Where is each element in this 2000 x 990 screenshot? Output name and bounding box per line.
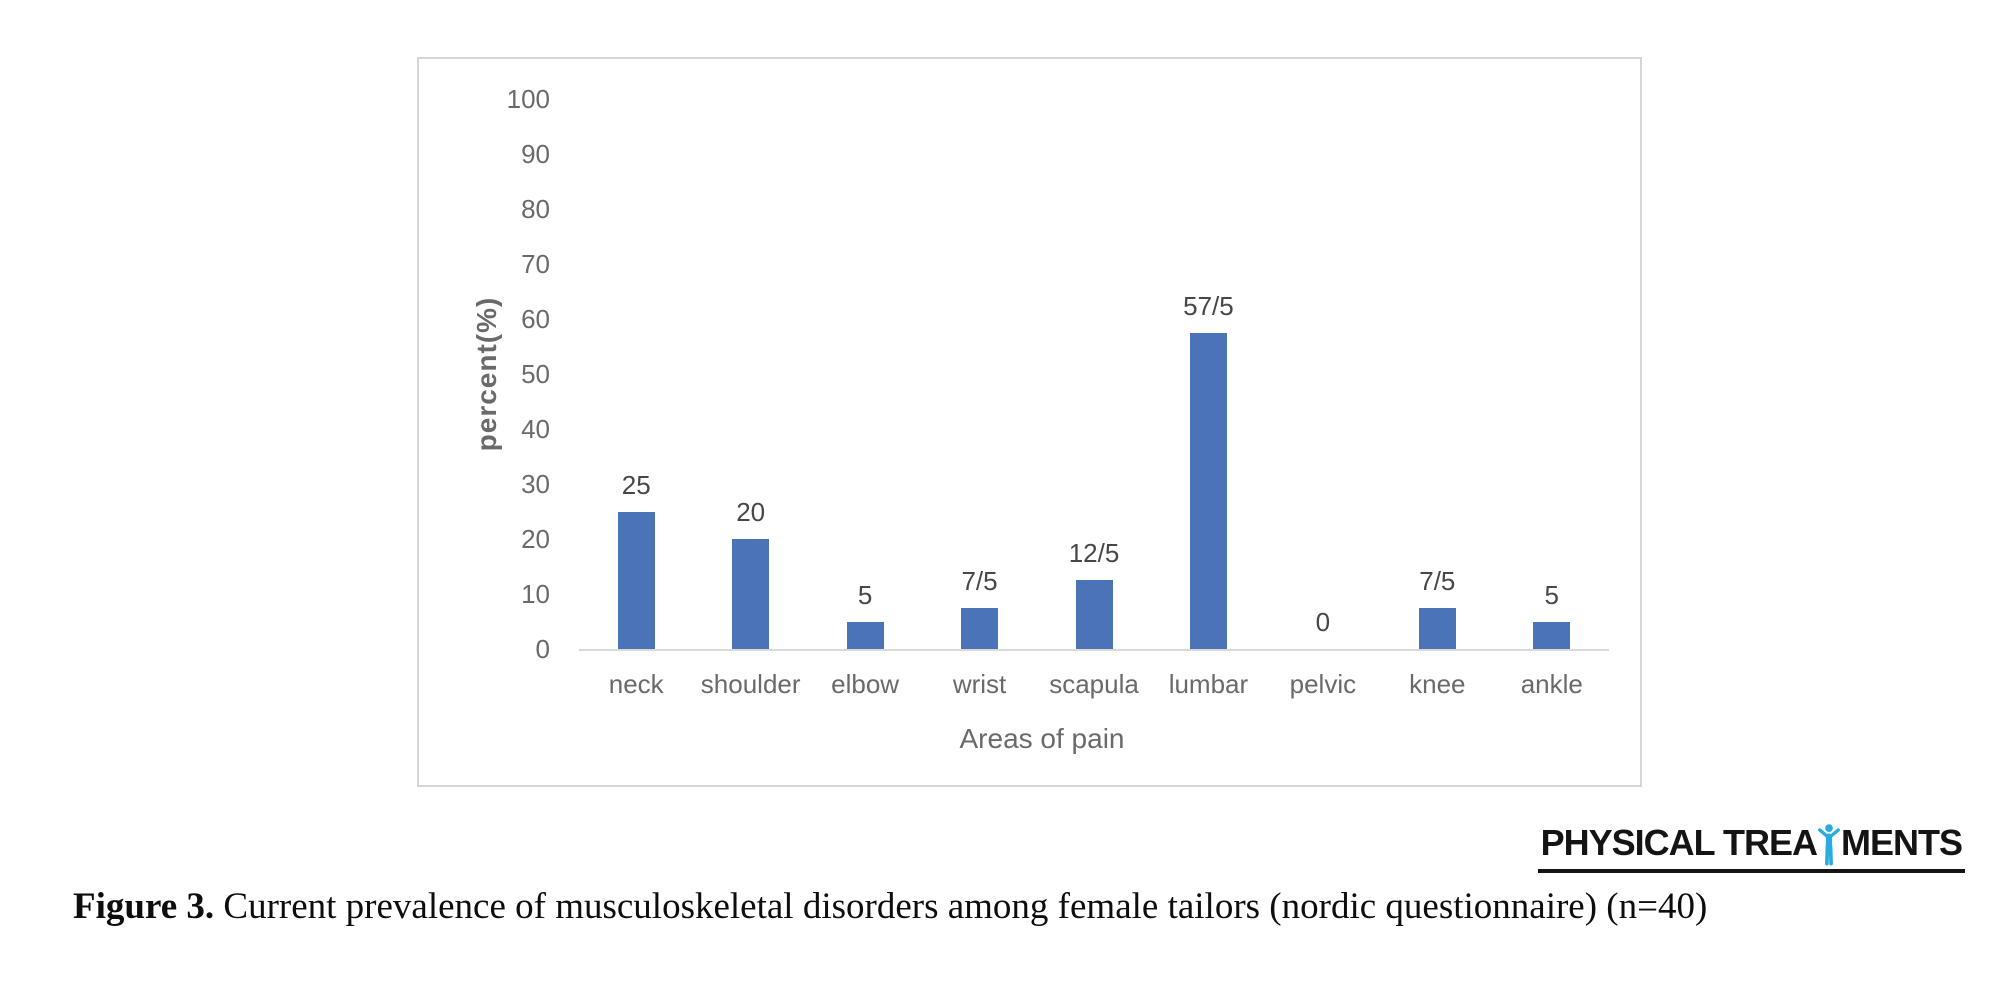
x-tick-label-elbow: elbow [831, 669, 900, 699]
y-tick-label: 100 [506, 84, 550, 114]
x-tick-label-pelvic: pelvic [1289, 669, 1357, 699]
x-axis-title: Areas of pain [959, 723, 1125, 754]
bar-value-label: 5 [857, 579, 873, 610]
x-tick-label-scapula: scapula [1049, 669, 1139, 699]
y-tick-label: 40 [521, 414, 550, 444]
bar-ankle [1533, 621, 1571, 649]
x-tick-label-neck: neck [608, 669, 664, 699]
figure-caption-label: Figure 3. [73, 886, 215, 927]
bar-lumbar [1189, 332, 1227, 649]
y-tick-label: 70 [521, 249, 550, 279]
bar-value-label: 7/5 [961, 565, 998, 596]
plot-area: 25 20 5 7/5 12/5 57/5 0 7/5 5 [579, 99, 1609, 651]
bar-chart: percent(%) 25 20 5 7/5 12/5 57/5 0 7/5 5 Areas o… [417, 57, 1642, 787]
x-tick-label-lumbar: lumbar [1168, 669, 1249, 699]
y-tick-label: 0 [535, 634, 550, 664]
bar-knee [1418, 607, 1456, 649]
bar-value-label: 25 [621, 469, 651, 500]
bar-wrist [961, 607, 999, 649]
y-tick-label: 80 [521, 194, 550, 224]
y-tick-label: 10 [521, 579, 550, 609]
y-tick-label: 30 [521, 469, 550, 499]
bar-value-label: 0 [1315, 607, 1331, 637]
y-tick-label: 50 [521, 359, 550, 389]
logo-text-left: PHYSICAL TREA [1540, 822, 1818, 863]
x-tick-label-shoulder: shoulder [700, 669, 801, 699]
bar-value-label: 5 [1544, 579, 1559, 610]
logo-text-right: MENTS [1841, 822, 1963, 863]
figure-caption-text: Current prevalence of musculoskeletal di… [214, 886, 1708, 927]
y-tick-label: 90 [521, 139, 550, 169]
x-tick-label-wrist: wrist [952, 669, 1007, 699]
x-tick-label-ankle: ankle [1520, 669, 1583, 699]
bar-value-label: 12/5 [1068, 538, 1120, 569]
bar-neck [617, 511, 655, 649]
bar-value-label: 20 [736, 497, 766, 527]
bar-value-label: 7/5 [1419, 565, 1456, 596]
y-tick-label: 20 [521, 524, 550, 554]
bar-scapula [1075, 580, 1113, 649]
bar-elbow [846, 621, 884, 649]
bar-shoulder [732, 539, 770, 649]
journal-logo: PHYSICAL TREA MENTS [1537, 822, 1965, 873]
bar-value-label: 57/5 [1183, 290, 1234, 321]
y-tick-label: 60 [521, 304, 550, 334]
figure-caption: Figure 3. Current prevalence of musculos… [73, 884, 1873, 930]
person-icon [1818, 824, 1840, 866]
x-tick-label-knee: knee [1409, 669, 1466, 699]
